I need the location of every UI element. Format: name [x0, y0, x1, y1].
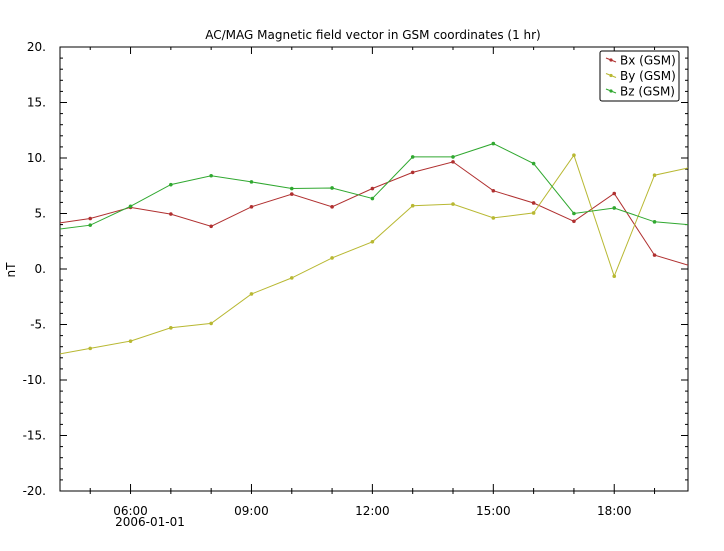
data-point	[249, 292, 254, 296]
series-2	[60, 153, 688, 355]
data-point	[491, 188, 496, 193]
y-axis-label: nT	[4, 262, 18, 278]
data-point	[330, 205, 334, 209]
data-point	[169, 182, 173, 187]
legend-marker	[609, 73, 613, 78]
y-tick-label: -10.	[23, 373, 46, 387]
y-tick-label: 20.	[27, 40, 46, 54]
legend-label: By (GSM)	[620, 69, 676, 83]
data-point	[531, 161, 536, 166]
data-point	[128, 204, 133, 209]
data-point	[370, 196, 375, 201]
data-point	[249, 205, 254, 209]
y-tick-label: 10.	[27, 151, 46, 165]
x-tick-label: 09:00	[234, 504, 269, 518]
data-point	[410, 170, 415, 175]
data-point	[572, 219, 576, 224]
data-point	[249, 180, 254, 184]
legend-marker	[609, 58, 613, 62]
series-layer	[60, 141, 688, 355]
series-1	[60, 160, 688, 266]
legend-box	[599, 50, 680, 102]
series-line	[60, 154, 688, 355]
data-point	[370, 186, 375, 191]
y-tick-label: -20.	[23, 484, 46, 498]
data-point	[128, 339, 133, 343]
data-point	[330, 256, 334, 260]
data-point	[451, 160, 455, 164]
data-point	[88, 216, 93, 221]
data-point	[410, 203, 415, 208]
y-tick-label: 15.	[27, 96, 46, 110]
data-point	[572, 211, 576, 216]
data-point	[451, 202, 455, 206]
data-point	[451, 155, 455, 159]
legend-marker	[609, 89, 613, 93]
data-point	[88, 223, 93, 227]
data-point	[531, 211, 536, 215]
x-tick-label: 06:00	[113, 504, 148, 518]
data-point	[169, 326, 173, 330]
y-tick-label: 5.	[35, 207, 46, 221]
data-point	[612, 206, 617, 210]
data-point	[169, 212, 173, 216]
data-point	[330, 186, 334, 190]
data-point	[289, 276, 294, 280]
data-point	[88, 346, 93, 351]
x-tick-label: 12:00	[355, 504, 390, 518]
legend: Bx (GSM)By (GSM) Bz (GSM)	[599, 50, 680, 102]
series-3	[60, 141, 688, 230]
data-point	[410, 155, 415, 159]
data-point	[491, 216, 496, 220]
x-tick-label: 15:00	[476, 504, 511, 518]
chart-title: AC/MAG Magnetic field vector in GSM coor…	[205, 28, 541, 42]
data-point	[209, 321, 213, 326]
data-point	[209, 224, 213, 229]
data-point	[612, 274, 617, 279]
y-tick-label: 0.	[35, 262, 46, 276]
legend-label: Bz (GSM)	[620, 85, 675, 99]
data-point	[612, 191, 617, 196]
legend-label: Bx (GSM)	[620, 54, 676, 68]
data-point	[652, 253, 657, 257]
data-point	[289, 186, 294, 191]
data-point	[289, 192, 294, 196]
y-tick-label: -5.	[30, 318, 46, 332]
data-point	[531, 201, 536, 205]
y-tick-label: -15.	[23, 429, 46, 443]
x-tick-label: 18:00	[597, 504, 632, 518]
axes: 20. 15. 10. 5. 0. -5. -10. -15. -20. 06:00 09:00 12…	[23, 40, 689, 518]
data-point	[652, 173, 657, 178]
x-axis-date-label: 2006-01-01	[115, 515, 185, 529]
plot-frame	[59, 46, 689, 492]
data-point	[370, 240, 375, 244]
data-point	[209, 173, 213, 178]
data-point	[652, 220, 657, 224]
data-point	[572, 153, 576, 158]
data-point	[491, 141, 496, 146]
